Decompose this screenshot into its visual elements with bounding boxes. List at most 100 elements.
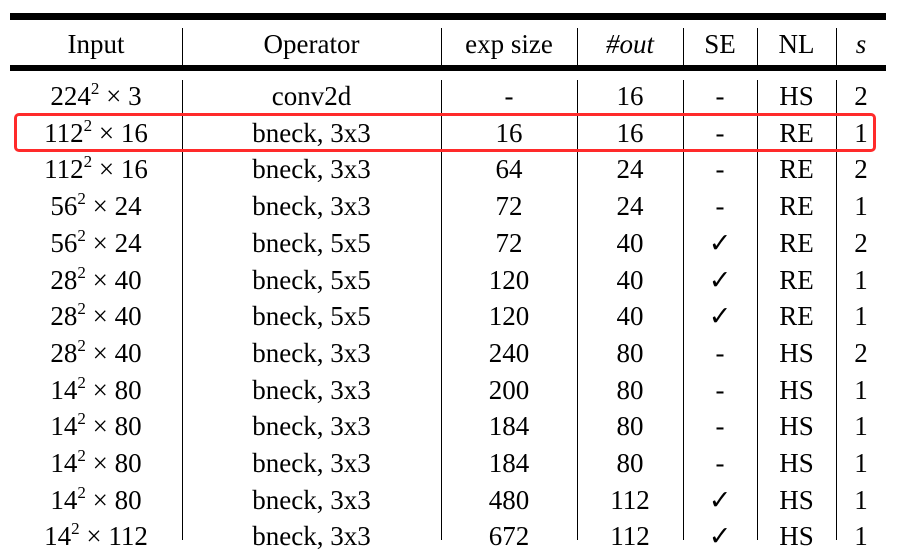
cell-operator: bneck, 3x3 bbox=[252, 117, 371, 148]
cell-s: 1 bbox=[854, 117, 868, 148]
input-base: 14 bbox=[50, 411, 78, 442]
cell-operator: bneck, 5x5 bbox=[252, 301, 371, 332]
cell-s: 1 bbox=[854, 521, 868, 552]
input-channels: × 40 bbox=[85, 337, 142, 368]
cell-se: - bbox=[715, 191, 725, 222]
header-s: s bbox=[855, 29, 867, 59]
cell-se: - bbox=[715, 117, 725, 148]
cell-s: 2 bbox=[854, 154, 868, 185]
cell-out: 112 bbox=[610, 521, 650, 552]
header-rule bbox=[10, 65, 886, 71]
input-channels: × 16 bbox=[92, 154, 148, 185]
input-exponent: 2 bbox=[77, 446, 86, 465]
input-channels: × 3 bbox=[99, 81, 142, 111]
cell-se: - bbox=[715, 374, 725, 405]
cell-out: 40 bbox=[616, 227, 644, 258]
cell-operator: bneck, 5x5 bbox=[252, 264, 371, 295]
column-divider bbox=[182, 80, 183, 540]
cell-se: ✓ bbox=[708, 484, 732, 515]
column-divider bbox=[683, 28, 684, 65]
table-row: 142 × 112 bneck, 3x3 672 112 ✓ HS 1 bbox=[10, 518, 886, 555]
input-exponent: 2 bbox=[90, 79, 100, 98]
cell-nl: HS bbox=[779, 337, 814, 368]
cell-operator: bneck, 5x5 bbox=[252, 227, 371, 258]
cell-input: 142 × 80 bbox=[10, 482, 182, 519]
input-exponent: 2 bbox=[83, 152, 93, 172]
cell-se: ✓ bbox=[708, 227, 732, 258]
cell-s: 1 bbox=[854, 374, 868, 405]
input-exponent: 2 bbox=[83, 115, 93, 135]
input-base: 224 bbox=[50, 81, 91, 111]
input-channels: × 80 bbox=[85, 411, 142, 442]
input-channels: × 80 bbox=[85, 448, 142, 478]
header-se: SE bbox=[704, 29, 736, 59]
column-divider bbox=[182, 28, 183, 65]
column-divider bbox=[836, 80, 837, 540]
column-divider bbox=[757, 80, 758, 540]
cell-exp-size: 16 bbox=[495, 117, 523, 148]
cell-exp-size: - bbox=[504, 81, 514, 111]
input-base: 112 bbox=[44, 117, 84, 148]
cell-exp-size: 200 bbox=[488, 374, 530, 405]
cell-nl: RE bbox=[779, 191, 814, 222]
input-channels: × 112 bbox=[79, 521, 148, 552]
cell-exp-size: 64 bbox=[495, 154, 523, 185]
cell-out: 80 bbox=[616, 374, 644, 405]
cell-input: 1122 × 16 bbox=[10, 151, 182, 188]
cell-exp-size: 120 bbox=[488, 264, 530, 295]
cell-input: 562 × 24 bbox=[10, 188, 182, 225]
cell-se: - bbox=[715, 337, 725, 368]
cell-out: 80 bbox=[616, 448, 644, 478]
cell-input: 282 × 40 bbox=[10, 298, 182, 335]
input-exponent: 2 bbox=[71, 519, 80, 539]
table-row: 1122 × 16 bneck, 3x3 64 24- RE 2 bbox=[10, 151, 886, 188]
table-row: 142 × 80 bneck, 3x3 184 80 - HS 1 bbox=[10, 445, 886, 482]
cell-se: ✓ bbox=[708, 521, 732, 552]
cell-out: 24 bbox=[616, 154, 644, 185]
cell-s: 1 bbox=[854, 191, 868, 222]
cell-out: 16 bbox=[616, 117, 644, 148]
input-channels: × 80 bbox=[85, 374, 142, 405]
header-operator: Operator bbox=[263, 29, 360, 59]
input-exponent: 2 bbox=[77, 482, 86, 502]
cell-out: 24 bbox=[616, 191, 644, 222]
cell-out: 80 bbox=[616, 337, 644, 368]
cell-operator: bneck, 3x3 bbox=[252, 191, 371, 222]
cell-operator: bneck, 3x3 bbox=[252, 411, 371, 442]
cell-s: 2 bbox=[854, 337, 868, 368]
cell-input: 282 × 40 bbox=[10, 262, 182, 299]
input-channels: × 40 bbox=[85, 301, 142, 332]
column-divider bbox=[441, 28, 442, 65]
cell-input: 1122 × 16 bbox=[10, 115, 182, 152]
cell-nl: HS bbox=[779, 411, 814, 442]
cell-nl: HS bbox=[779, 81, 814, 111]
header-input: Input bbox=[67, 29, 125, 59]
cell-operator: conv2d bbox=[271, 81, 352, 111]
input-base: 28 bbox=[50, 264, 78, 295]
highlight-box bbox=[14, 113, 876, 152]
cell-exp-size: 480 bbox=[488, 484, 530, 515]
cell-operator: bneck, 3x3 bbox=[252, 484, 371, 515]
cell-out: 112 bbox=[610, 484, 650, 515]
cell-s: 1 bbox=[854, 301, 868, 332]
input-exponent: 2 bbox=[77, 299, 86, 319]
cell-input: 562 × 24 bbox=[10, 225, 182, 262]
input-channels: × 16 bbox=[92, 117, 148, 148]
table-row: 2242 × 3 conv2d -16- HS 2 bbox=[10, 78, 886, 115]
table-row: 562 × 24 bneck, 5x5 72 40 ✓ RE 2 bbox=[10, 225, 886, 262]
cell-nl: RE bbox=[779, 264, 814, 295]
cell-exp-size: 72 bbox=[495, 191, 523, 222]
input-exponent: 2 bbox=[77, 189, 86, 209]
cell-exp-size: 184 bbox=[488, 411, 530, 442]
cell-se: ✓ bbox=[708, 301, 732, 332]
cell-exp-size: 240 bbox=[488, 337, 530, 368]
cell-exp-size: 72 bbox=[495, 227, 523, 258]
input-exponent: 2 bbox=[77, 335, 86, 355]
cell-nl: RE bbox=[779, 154, 814, 185]
cell-s: 2 bbox=[854, 227, 868, 258]
cell-s: 1 bbox=[854, 264, 868, 295]
input-channels: × 80 bbox=[85, 484, 142, 515]
table-row: 142 × 80 bneck, 3x3 480 112 ✓ HS 1 bbox=[10, 482, 886, 519]
input-exponent: 2 bbox=[77, 409, 86, 429]
cell-nl: HS bbox=[779, 521, 814, 552]
